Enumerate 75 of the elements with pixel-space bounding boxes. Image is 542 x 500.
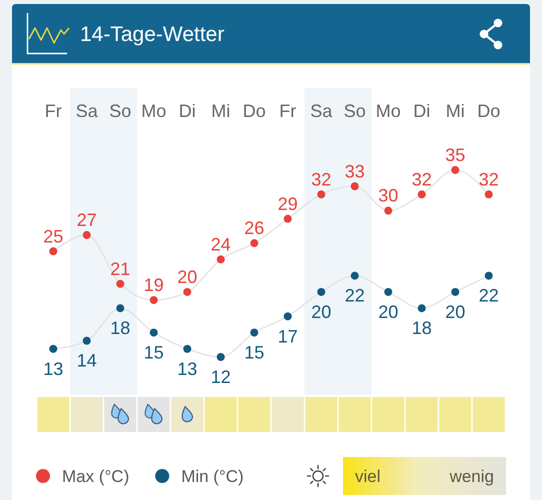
data-label: 22 bbox=[478, 286, 499, 306]
point bbox=[250, 239, 258, 248]
point bbox=[384, 288, 392, 296]
point bbox=[418, 190, 426, 198]
data-label: 35 bbox=[445, 145, 466, 165]
point bbox=[216, 255, 225, 264]
x-tick-label: Di bbox=[178, 101, 196, 121]
x-tick-label: Fr bbox=[44, 101, 62, 121]
x-tick-label: Mo bbox=[141, 101, 166, 121]
data-label: 25 bbox=[43, 226, 64, 246]
data-label: 22 bbox=[344, 286, 365, 306]
data-label: 15 bbox=[144, 342, 164, 363]
data-label: 27 bbox=[76, 210, 97, 230]
point bbox=[82, 336, 91, 345]
point bbox=[451, 288, 460, 296]
point bbox=[317, 190, 326, 198]
point bbox=[284, 214, 292, 223]
x-tick-label: Mi bbox=[211, 101, 230, 121]
data-label: 24 bbox=[210, 234, 231, 254]
legend-label: Min (°C) bbox=[181, 467, 244, 486]
point bbox=[116, 280, 124, 288]
x-tick-label: Mi bbox=[446, 101, 465, 121]
x-tick-label: Di bbox=[413, 101, 430, 121]
data-label: 32 bbox=[311, 169, 332, 190]
data-label: 32 bbox=[412, 169, 432, 190]
x-tick-label: Fr bbox=[279, 101, 296, 121]
point bbox=[317, 288, 326, 296]
data-label: 20 bbox=[177, 266, 198, 287]
x-tick-label: Do bbox=[477, 101, 500, 121]
x-tick-label: Sa bbox=[310, 101, 334, 121]
data-label: 32 bbox=[478, 169, 499, 190]
point bbox=[484, 272, 493, 280]
point bbox=[183, 344, 192, 353]
point bbox=[82, 231, 91, 240]
chart-title: 14-Tage-Wetter bbox=[80, 23, 224, 46]
x-tick-label: Mo bbox=[376, 101, 401, 121]
point bbox=[183, 288, 192, 296]
data-label: 18 bbox=[412, 318, 432, 338]
data-label: 14 bbox=[76, 350, 97, 371]
data-label: 12 bbox=[210, 367, 231, 387]
data-label: 17 bbox=[278, 326, 298, 346]
x-tick-label: So bbox=[344, 101, 366, 121]
data-label: 13 bbox=[177, 358, 198, 379]
x-tick-label: Sa bbox=[76, 101, 99, 121]
text: wenig bbox=[448, 467, 494, 486]
data-label: 19 bbox=[144, 275, 164, 296]
point bbox=[49, 247, 58, 256]
point bbox=[150, 328, 158, 337]
point bbox=[250, 328, 258, 337]
data-label: 20 bbox=[311, 302, 332, 322]
x-tick-label: So bbox=[109, 101, 132, 121]
data-label: 13 bbox=[43, 358, 64, 379]
point bbox=[384, 206, 392, 215]
data-label: 20 bbox=[445, 302, 466, 322]
data-label: 29 bbox=[278, 194, 298, 214]
point bbox=[350, 272, 359, 280]
point bbox=[418, 304, 426, 312]
point bbox=[216, 353, 225, 361]
data-label: 18 bbox=[110, 318, 130, 338]
point bbox=[150, 296, 158, 304]
point bbox=[49, 344, 58, 353]
text: viel bbox=[355, 467, 381, 486]
data-label: 15 bbox=[244, 342, 264, 363]
x-tick-label: Do bbox=[242, 101, 266, 121]
data-label: 33 bbox=[344, 161, 365, 182]
point bbox=[116, 304, 124, 312]
point bbox=[284, 312, 292, 320]
data-label: 30 bbox=[378, 186, 398, 206]
data-label: 26 bbox=[244, 218, 264, 238]
data-label: 21 bbox=[110, 258, 130, 279]
point bbox=[350, 182, 359, 190]
data-label: 20 bbox=[378, 302, 398, 322]
point bbox=[484, 190, 493, 198]
legend-label: Max (°C) bbox=[62, 467, 130, 486]
point bbox=[451, 166, 460, 174]
